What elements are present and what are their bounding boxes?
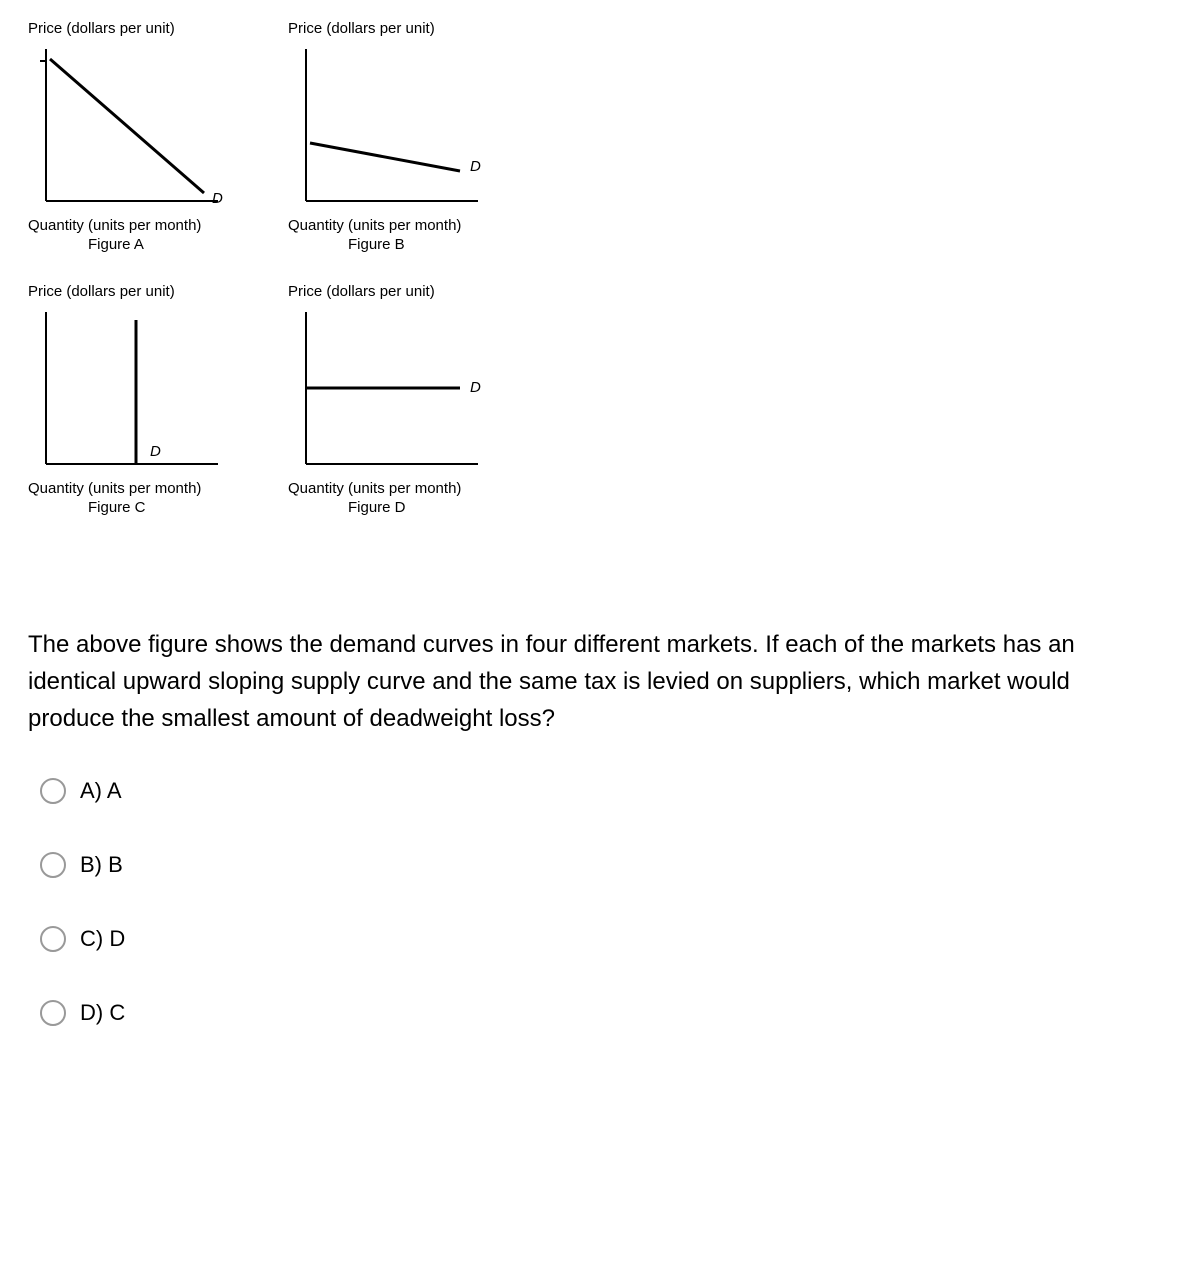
radio-icon[interactable] <box>40 926 66 952</box>
x-axis-label: Quantity (units per month) <box>288 480 538 497</box>
figure-a-label: Figure A <box>28 236 278 253</box>
y-axis-label: Price (dollars per unit) <box>288 283 538 300</box>
options-group: A) A B) B C) D D) C <box>28 778 1152 1026</box>
radio-icon[interactable] <box>40 852 66 878</box>
x-axis-label: Quantity (units per month) <box>28 217 278 234</box>
x-axis-label: Quantity (units per month) <box>28 480 278 497</box>
svg-text:D: D <box>150 443 161 460</box>
svg-text:D: D <box>470 379 481 396</box>
option-b-label: B) B <box>80 852 123 878</box>
option-b[interactable]: B) B <box>40 852 1152 878</box>
figure-b: Price (dollars per unit) D Quantity (uni… <box>288 20 538 253</box>
figure-c-chart: D <box>28 306 228 476</box>
x-axis-label: Quantity (units per month) <box>288 217 538 234</box>
y-axis-label: Price (dollars per unit) <box>28 283 278 300</box>
figures-grid: Price (dollars per unit) D Quantity (uni… <box>28 20 1152 516</box>
radio-icon[interactable] <box>40 778 66 804</box>
y-axis-label: Price (dollars per unit) <box>28 20 278 37</box>
option-c[interactable]: C) D <box>40 926 1152 952</box>
figure-d-chart: D <box>288 306 488 476</box>
option-c-label: C) D <box>80 926 125 952</box>
figure-b-chart: D <box>288 43 488 213</box>
option-d-label: D) C <box>80 1000 125 1026</box>
svg-text:D: D <box>212 190 223 207</box>
figure-a: Price (dollars per unit) D Quantity (uni… <box>28 20 278 253</box>
option-a-label: A) A <box>80 778 122 804</box>
svg-text:D: D <box>470 158 481 175</box>
figure-d-label: Figure D <box>288 499 538 516</box>
option-a[interactable]: A) A <box>40 778 1152 804</box>
figure-c: Price (dollars per unit) D Quantity (uni… <box>28 283 278 516</box>
y-axis-label: Price (dollars per unit) <box>288 20 538 37</box>
radio-icon[interactable] <box>40 1000 66 1026</box>
question-text: The above figure shows the demand curves… <box>28 626 1148 738</box>
figure-d: Price (dollars per unit) D Quantity (uni… <box>288 283 538 516</box>
figure-c-label: Figure C <box>28 499 278 516</box>
figure-b-label: Figure B <box>288 236 538 253</box>
option-d[interactable]: D) C <box>40 1000 1152 1026</box>
figure-a-chart: D <box>28 43 228 213</box>
